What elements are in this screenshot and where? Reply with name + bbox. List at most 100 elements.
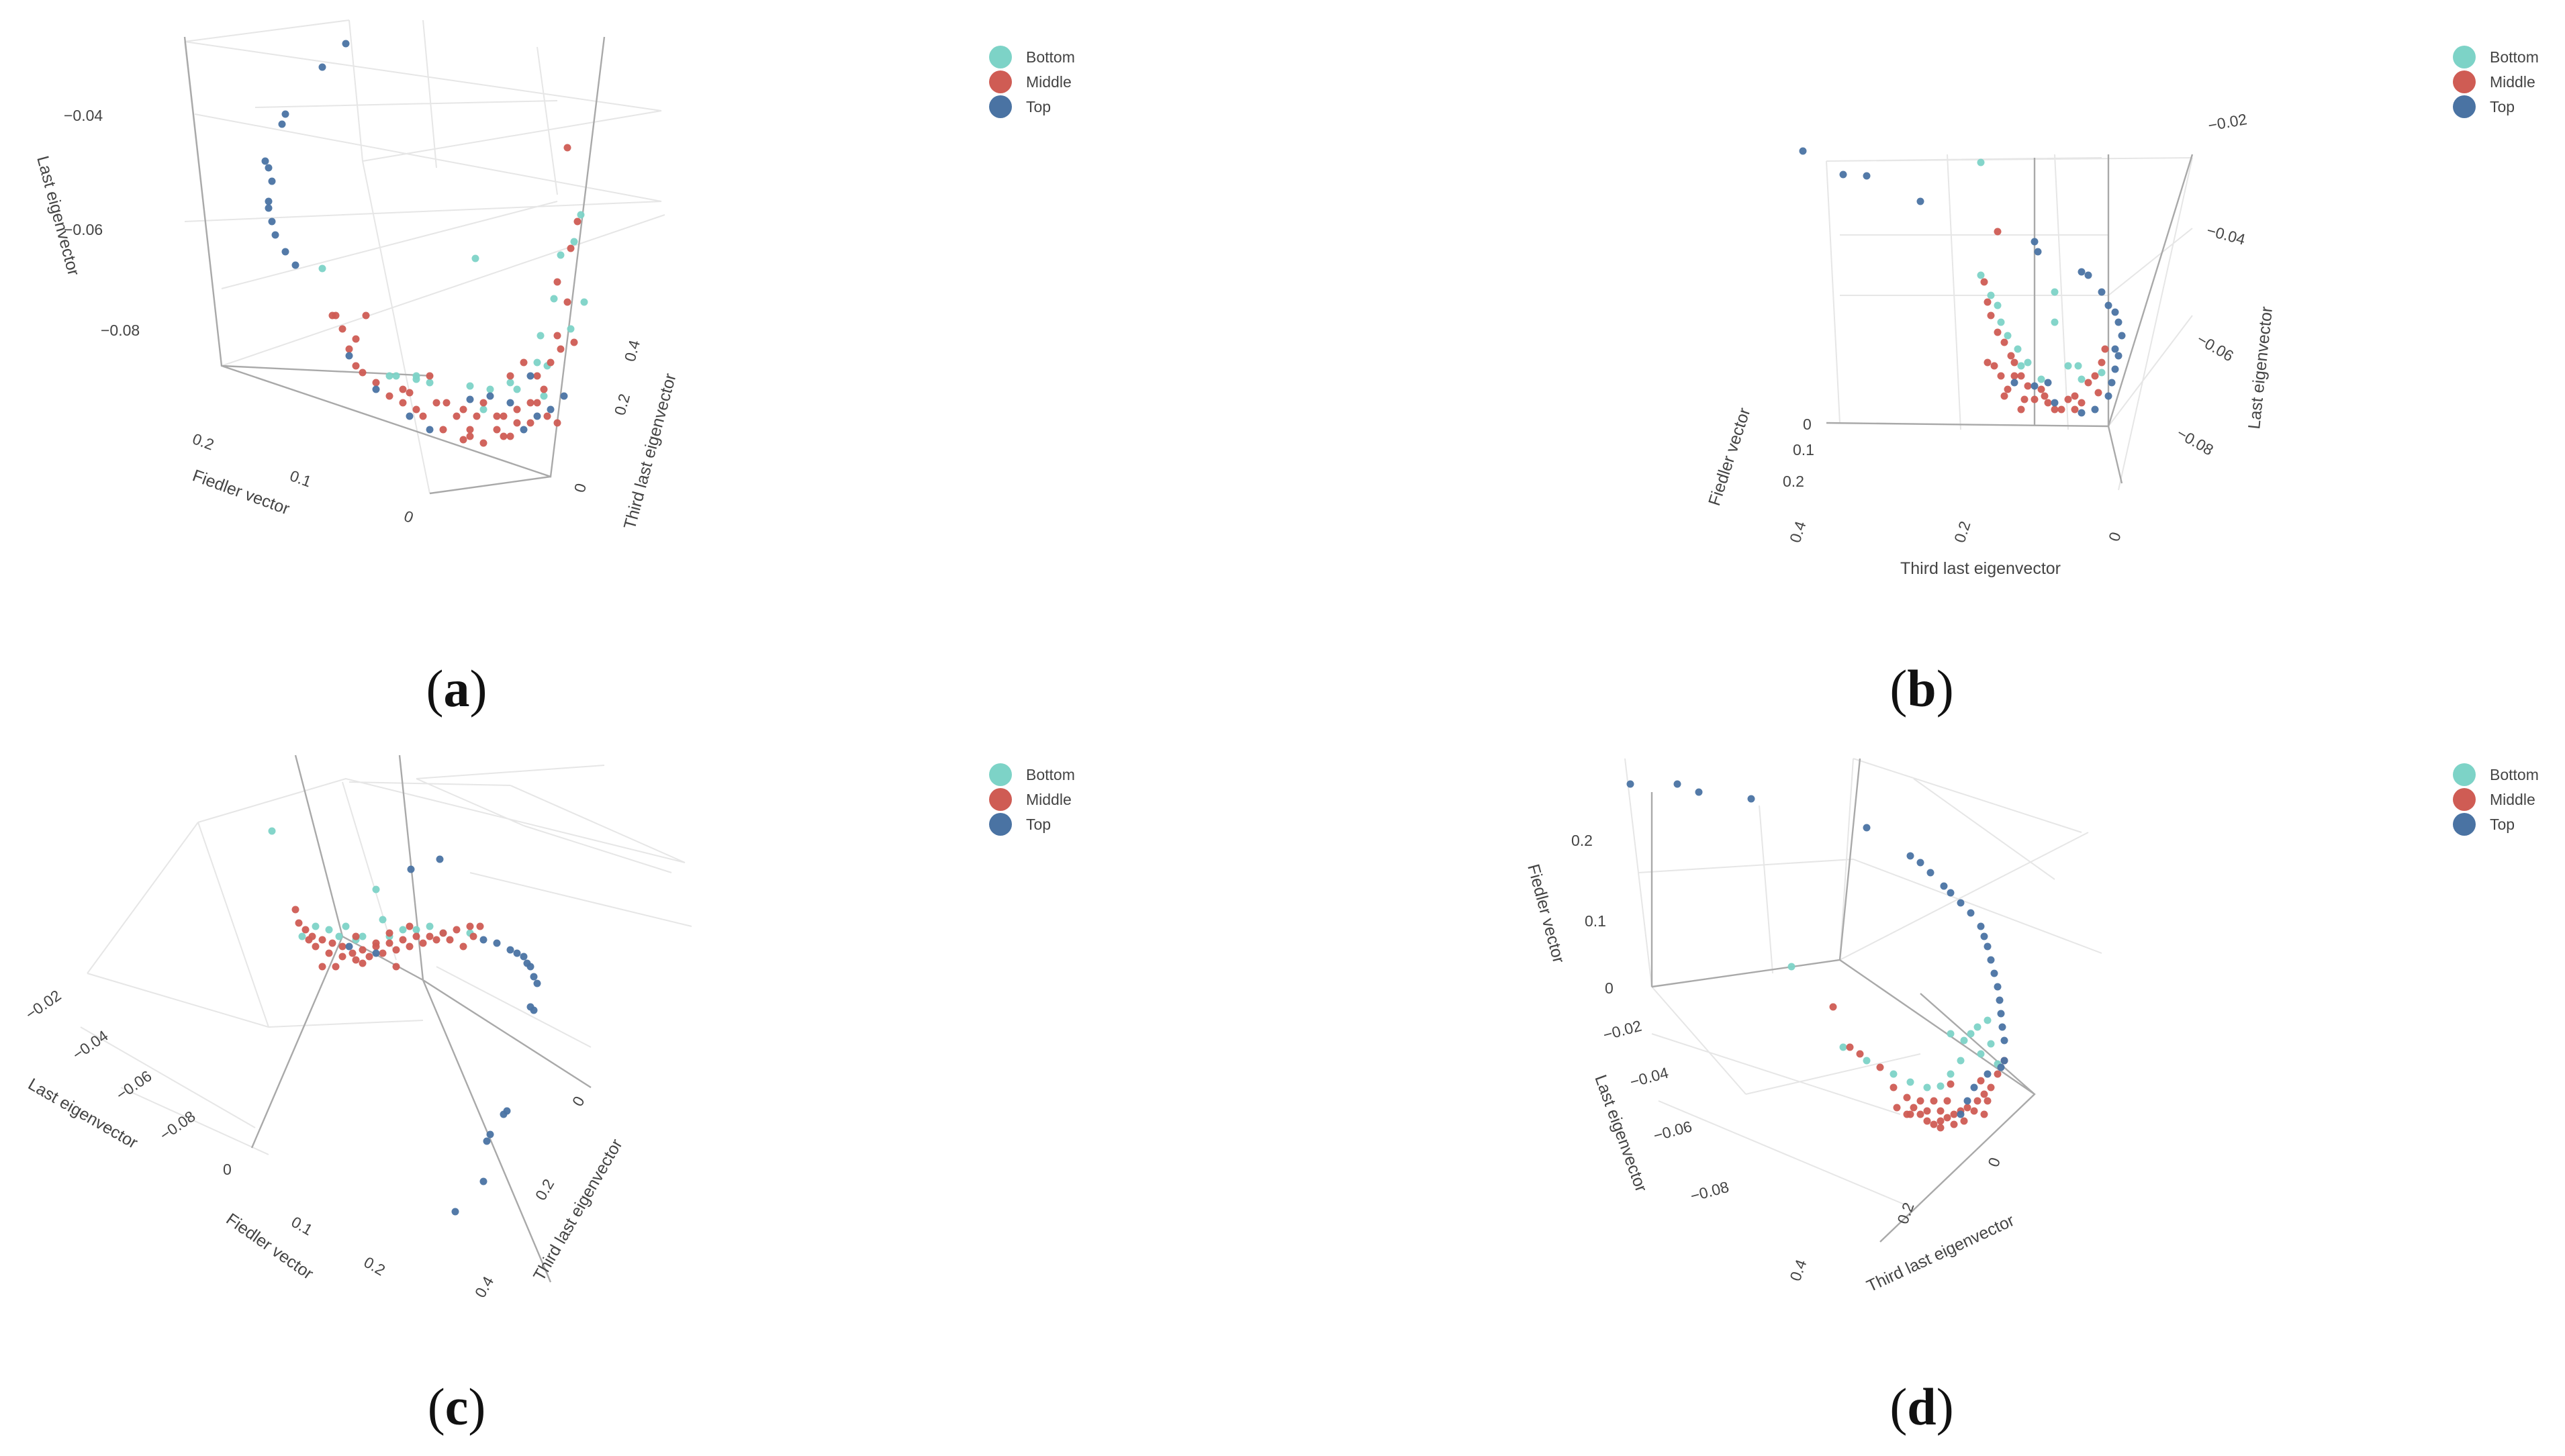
panel-a-point-middle-21: [359, 369, 367, 377]
panel-d-point-middle-22: [1943, 1097, 1951, 1105]
panel-b-point-middle-15: [2071, 392, 2079, 400]
panel-a-point-bottom-20: [479, 405, 487, 414]
panel-a-point-top-13: [291, 261, 299, 269]
panel-d-point-top-26: [1970, 1083, 1978, 1091]
panel-c-point-top-13: [530, 1006, 538, 1014]
panel-c-legend-middle-marker: [989, 788, 1012, 811]
panel-b-point-top-2: [1839, 171, 1847, 179]
panel-a-point-top-3: [281, 110, 289, 118]
panel-c-point-middle-14: [426, 932, 434, 940]
panel-b-point-top-13: [2118, 332, 2126, 340]
panel-a-point-bottom-4: [570, 238, 578, 246]
panel-b-point-bottom-1: [1977, 158, 1985, 166]
panel-a-point-middle-51: [466, 432, 474, 440]
panel-b-point-top-19: [2091, 405, 2099, 414]
panel-d-z-tick-1: −0.02: [1601, 1017, 1644, 1044]
panel-d-legend-top: Top: [2490, 816, 2515, 833]
panel-d-point-top-21: [1998, 1023, 2006, 1031]
panel-a-y-tick-1: 0.4: [621, 338, 643, 363]
panel-a-point-middle-36: [466, 426, 474, 434]
panel-c-point-middle-5: [318, 936, 326, 944]
panel-a-x-tick-2: 0.1: [287, 467, 314, 490]
panel-d-point-top-8: [1926, 869, 1934, 877]
panel-d-point-middle-11: [1937, 1117, 1945, 1125]
panel-d-point-bottom-16: [1960, 1036, 1968, 1045]
panel-a-point-middle-39: [426, 372, 434, 380]
panel-c-point-middle-29: [338, 953, 346, 961]
panel-d-point-middle-34: [1903, 1110, 1911, 1118]
panel-a-point-top-5: [261, 157, 269, 165]
panel-d-point-top-3: [1695, 788, 1703, 796]
panel-c-point-top-4: [493, 939, 501, 947]
panel-a-point-middle-15: [459, 436, 467, 444]
panel-b-point-middle-5: [1994, 328, 2002, 336]
panel-d-point-middle-29: [1980, 1110, 1988, 1118]
panel-d-y-label: Third last eigenvector: [1864, 1211, 2017, 1296]
panel-b-point-middle-12: [2044, 399, 2052, 407]
panel-a-point-middle-24: [338, 325, 346, 333]
panel-c-point-middle-39: [372, 939, 380, 947]
panel-a-point-top-25: [520, 426, 528, 434]
panel-b-point-middle-7: [2007, 352, 2015, 360]
panel-d-legend: Bottom Middle Top: [2453, 763, 2539, 836]
panel-b-point-bottom-12: [2074, 362, 2082, 370]
panel-d-point-middle-27: [1960, 1117, 1968, 1125]
panel-b-point-middle-33: [2000, 392, 2008, 400]
panel-d-z-tick-3: −0.06: [1652, 1118, 1694, 1145]
panel-d-point-top-18: [1994, 983, 2002, 991]
panel-d-point-top-4: [1747, 795, 1755, 803]
panel-b-point-bottom-15: [2037, 375, 2045, 383]
panel-d-points: [1626, 780, 2008, 1132]
panel-d-point-bottom-9: [1957, 1057, 1965, 1065]
panel-c-legend-middle: Middle: [1026, 791, 1072, 808]
panel-d-point-middle-31: [1937, 1124, 1945, 1132]
panel-a-point-middle-34: [543, 412, 551, 420]
panel-a-point-bottom-17: [567, 325, 575, 333]
panel-b-point-middle-24: [1990, 362, 1998, 370]
panel-c-x-tick-1: 0: [223, 1161, 232, 1178]
panel-b-z-tick-1: −0.02: [2206, 110, 2248, 134]
panel-b-legend-middle-marker: [2453, 70, 2476, 93]
panel-c-point-middle-3: [301, 926, 310, 934]
panel-a-point-middle-13: [500, 432, 508, 440]
panel-a-point-middle-38: [412, 405, 420, 414]
panel-c-point-middle-36: [392, 963, 400, 971]
panel-d-legend-top-marker: [2453, 813, 2476, 836]
panel-a-point-middle-30: [493, 426, 501, 434]
panel-d-legend-bottom-marker: [2453, 763, 2476, 786]
panel-a-point-middle-5: [563, 298, 571, 306]
panel-d-point-bottom-7: [1937, 1082, 1945, 1090]
panel-c-point-middle-22: [432, 936, 440, 944]
panel-c-y-tick-1: 0: [569, 1093, 588, 1109]
panel-a-point-top-20: [506, 399, 514, 407]
panel-d-point-middle-1: [1829, 1003, 1837, 1011]
panel-c: −0.02 −0.04 −0.06 −0.08 Last eigenvector…: [22, 755, 1075, 1436]
panel-c-point-top-5: [506, 946, 514, 954]
panel-b-point-bottom-7: [2014, 345, 2022, 353]
panel-b-point-top-8: [2084, 271, 2092, 279]
panel-a-point-bottom-1: [318, 264, 326, 273]
panel-c-point-middle-16: [453, 926, 461, 934]
panel-d-point-top-10: [1947, 889, 1955, 897]
panel-d-point-bottom-10: [1967, 1030, 1975, 1038]
panel-a-point-top-24: [526, 372, 534, 380]
panel-b-point-middle-17: [2084, 379, 2092, 387]
panel-a-point-middle-37: [459, 405, 467, 414]
panel-a-point-bottom-2: [471, 254, 479, 262]
panel-b-point-middle-20: [2101, 345, 2109, 353]
panel-b-legend-bottom-marker: [2453, 46, 2476, 68]
panel-a-point-middle-2: [573, 217, 581, 226]
panel-b-z-tick-2: −0.04: [2205, 222, 2247, 248]
panel-a-point-top-9: [265, 204, 273, 212]
panel-d-point-top-14: [1980, 932, 1988, 940]
panel-a-point-middle-14: [479, 439, 487, 447]
panel-b-point-middle-23: [1997, 372, 2005, 380]
panel-c-caption: (c): [428, 1377, 486, 1436]
panel-a-point-middle-49: [406, 389, 414, 397]
panel-a-point-bottom-21: [392, 372, 400, 380]
panel-a-axes: [183, 36, 606, 495]
panel-a-point-middle-8: [547, 358, 555, 367]
panel-c-point-bottom-3: [312, 922, 320, 930]
panel-c-point-middle-7: [338, 942, 346, 951]
